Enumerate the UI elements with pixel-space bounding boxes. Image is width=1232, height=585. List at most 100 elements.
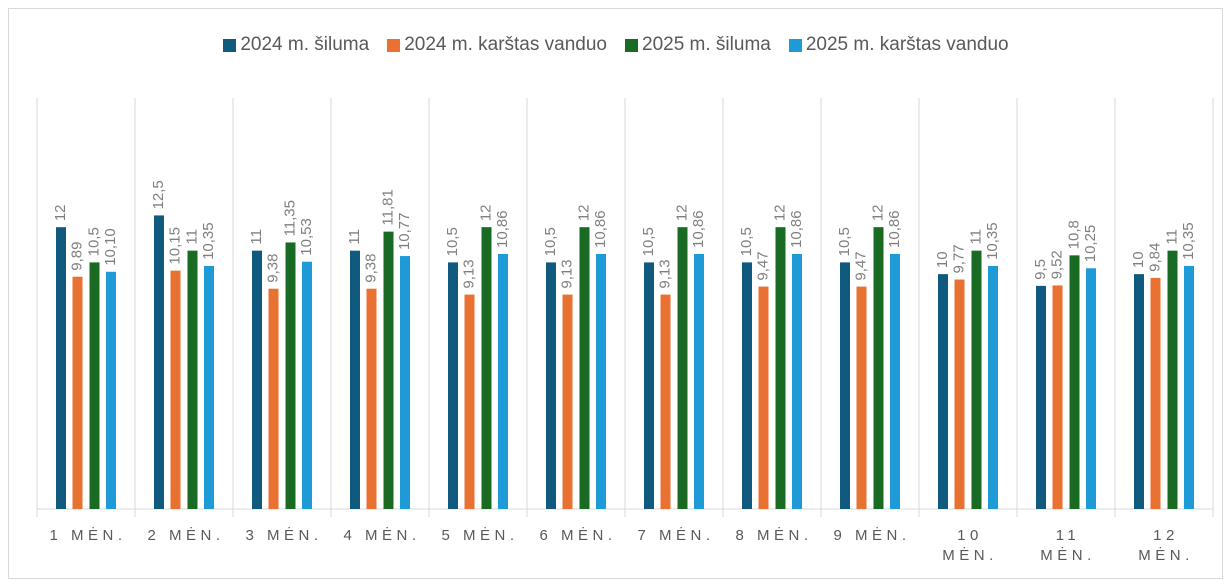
bar	[106, 271, 116, 509]
x-tick-label: 3 MĖN.	[245, 527, 323, 544]
data-label: 9,38	[362, 254, 379, 283]
data-label: 10,35	[984, 222, 1001, 260]
data-label: 12	[477, 204, 494, 221]
data-label: 10,35	[1180, 222, 1197, 260]
bar	[988, 265, 998, 509]
data-label: 10,5	[85, 227, 102, 256]
data-label: 10,86	[494, 210, 511, 248]
bar	[677, 227, 688, 509]
legend-label: 2025 m. karštas vanduo	[805, 34, 1009, 55]
data-label: 9,47	[754, 251, 771, 280]
bar	[72, 276, 83, 509]
legend-label: 2024 m. karštas vanduo	[404, 34, 607, 55]
data-label: 10,77	[396, 213, 413, 251]
data-label: 10	[1130, 251, 1147, 268]
bar	[792, 253, 802, 509]
legend-label: 2024 m. šiluma	[240, 34, 370, 55]
x-tick-label: 6 MĖN.	[539, 527, 617, 544]
data-label: 10,8	[1065, 220, 1082, 249]
bar	[579, 227, 590, 509]
data-label: 12	[673, 204, 690, 221]
bar	[1052, 285, 1063, 509]
bar	[481, 227, 492, 509]
bar	[954, 279, 965, 509]
data-label: 12	[869, 204, 886, 221]
bar	[285, 242, 296, 510]
bar	[1184, 265, 1194, 509]
bar	[366, 288, 377, 509]
bar	[856, 286, 867, 509]
bar	[204, 265, 214, 509]
bar	[1086, 268, 1096, 509]
data-label: 10,15	[166, 227, 183, 265]
bar	[562, 294, 573, 509]
bar	[498, 253, 508, 509]
x-tick-label: 11 MĖN.	[1040, 527, 1096, 564]
data-label: 11,35	[281, 200, 298, 236]
bar	[350, 250, 360, 509]
data-label: 9,13	[558, 259, 575, 288]
data-label: 11	[1163, 229, 1180, 245]
x-tick-label: 2 MĖN.	[147, 527, 225, 544]
data-label: 10,5	[836, 227, 853, 256]
data-label: 9,52	[1048, 250, 1065, 279]
data-label: 11	[346, 229, 363, 245]
data-label: 10,5	[640, 227, 657, 256]
x-tick-label: 1 MĖN.	[49, 527, 127, 544]
bar	[546, 262, 556, 509]
bar	[1167, 250, 1178, 509]
bar	[890, 253, 900, 509]
data-label: 10,53	[298, 218, 315, 256]
data-label: 9,38	[264, 254, 281, 283]
x-tick-label: 9 MĖN.	[833, 527, 911, 544]
data-label: 9,84	[1146, 243, 1163, 272]
x-tick-label: 7 MĖN.	[637, 527, 715, 544]
bar	[775, 227, 786, 509]
bar	[302, 261, 312, 509]
bar	[1150, 277, 1161, 509]
bar	[268, 288, 279, 509]
data-label: 10,35	[200, 222, 217, 260]
x-tick-label: 5 MĖN.	[441, 527, 519, 544]
bar	[644, 262, 654, 509]
bar	[596, 253, 606, 509]
data-label: 11	[248, 229, 265, 245]
legend-swatch	[788, 38, 802, 52]
data-label: 10,5	[444, 227, 461, 256]
bar	[873, 227, 884, 509]
data-label: 10,25	[1082, 225, 1099, 263]
x-tick-label: 8 MĖN.	[735, 527, 813, 544]
data-label: 12	[575, 204, 592, 221]
data-label: 10,86	[788, 210, 805, 248]
legend-swatch	[625, 38, 638, 52]
legend-item: 2025 m. šiluma	[625, 34, 771, 56]
legend-swatch	[387, 38, 401, 52]
data-label: 10,10	[102, 228, 119, 266]
data-label: 9,77	[950, 244, 967, 273]
data-label: 11,81	[379, 189, 396, 225]
data-label: 12	[52, 204, 69, 221]
data-label: 10,86	[690, 210, 707, 248]
chart-frame	[8, 8, 1223, 579]
bar	[1069, 255, 1080, 509]
bar	[938, 274, 948, 509]
data-label: 11	[967, 229, 984, 245]
data-label: 9,13	[460, 259, 477, 288]
bar	[89, 262, 100, 509]
bar	[464, 294, 475, 509]
data-label: 10,5	[738, 227, 755, 256]
bar	[1134, 274, 1144, 509]
data-label: 10,5	[542, 227, 559, 256]
data-label: 9,5	[1032, 259, 1049, 280]
bar	[400, 256, 410, 509]
bar	[383, 231, 394, 509]
data-label: 12,5	[150, 180, 167, 209]
data-label: 9,13	[656, 259, 673, 288]
legend-item: 2025 m. karštas vanduo	[788, 34, 1009, 56]
legend-swatch	[223, 38, 237, 52]
bar	[252, 250, 262, 509]
data-label: 10,86	[886, 210, 903, 248]
bar	[758, 286, 769, 509]
x-tick-label: 12 MĖN.	[1138, 527, 1194, 564]
